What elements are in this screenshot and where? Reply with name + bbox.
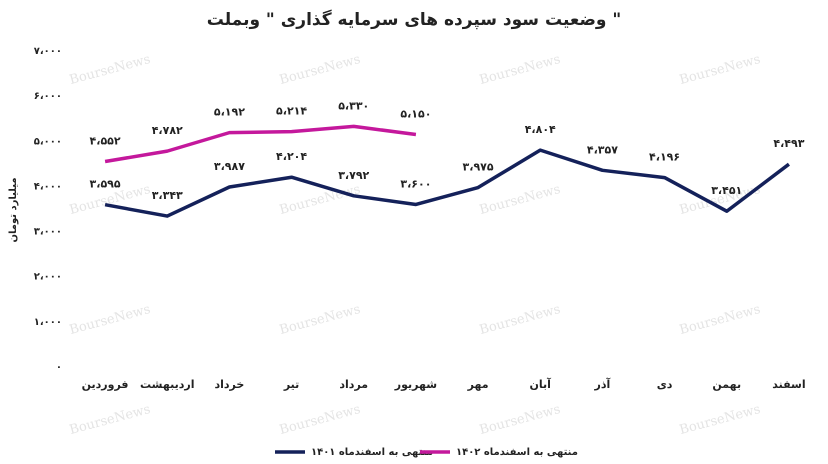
watermark: BourseNews — [478, 402, 562, 438]
y-tick-label: ۳،۰۰۰ — [34, 227, 62, 238]
x-tick-label: مهر — [467, 378, 489, 391]
data-label: ۳،۹۸۷ — [214, 160, 245, 173]
data-label: ۳،۳۴۳ — [152, 189, 183, 202]
x-tick-label: بهمن — [712, 378, 741, 391]
data-label: ۳،۷۹۲ — [338, 169, 369, 182]
x-tick-label: آذر — [594, 377, 611, 391]
data-label: ۵،۱۹۲ — [214, 106, 245, 119]
x-tick-label: شهریور — [394, 378, 437, 391]
watermark: BourseNews — [478, 302, 562, 338]
y-tick-label: ۵،۰۰۰ — [34, 136, 62, 147]
x-tick-label: دی — [657, 378, 673, 391]
series-line — [104, 148, 790, 218]
x-tick-label: تیر — [283, 378, 299, 391]
data-label: ۴،۷۸۲ — [152, 124, 183, 137]
y-axis-label: میلیارد تومان — [8, 177, 19, 242]
data-label: ۳،۹۷۵ — [463, 161, 494, 174]
watermark: BourseNews — [68, 402, 152, 438]
data-label: ۵،۳۳۰ — [338, 99, 369, 112]
watermark: BourseNews — [678, 52, 762, 88]
data-label: ۳،۵۹۵ — [90, 178, 121, 191]
data-label: ۴،۲۰۴ — [276, 150, 307, 163]
data-label: ۳،۶۰۰ — [400, 177, 431, 190]
y-tick-label: ۴،۰۰۰ — [34, 181, 62, 192]
chart-title: وضعیت سود سپرده های سرمایه گذاری " وبملت… — [207, 9, 622, 30]
data-label: ۵،۱۵۰ — [400, 108, 431, 121]
y-tick-label: ۲،۰۰۰ — [34, 272, 62, 283]
watermark: BourseNews — [678, 302, 762, 338]
x-tick-label: فروردین — [82, 378, 129, 391]
y-tick-label: ۷،۰۰۰ — [34, 46, 62, 57]
x-tick-label: مرداد — [339, 378, 368, 391]
data-label: ۴،۴۹۳ — [773, 137, 804, 150]
legend-label: منتهی به اسفندماه ۱۴۰۱ — [311, 447, 433, 458]
y-tick-label: ۰ — [56, 362, 62, 373]
x-tick-label: خرداد — [214, 378, 244, 391]
watermark: BourseNews — [278, 52, 362, 88]
series-line — [104, 124, 417, 164]
x-tick-label: اسفند — [772, 378, 805, 391]
data-label: ۴،۵۵۲ — [90, 135, 121, 148]
watermark: BourseNews — [478, 182, 562, 218]
watermark: BourseNews — [278, 302, 362, 338]
legend-label: منتهی به اسفندماه ۱۴۰۲ — [456, 447, 578, 458]
data-label: ۳،۴۵۱ — [711, 184, 742, 197]
x-tick-label: آبان — [530, 377, 552, 391]
y-tick-label: ۱،۰۰۰ — [34, 317, 62, 328]
data-label: ۵،۲۱۴ — [276, 105, 307, 118]
watermark: BourseNews — [278, 402, 362, 438]
watermark: BourseNews — [478, 52, 562, 88]
data-label: ۴،۸۰۴ — [525, 123, 556, 136]
watermark: BourseNews — [678, 402, 762, 438]
y-tick-label: ۶،۰۰۰ — [34, 91, 62, 102]
watermark: BourseNews — [68, 52, 152, 88]
data-label: ۴،۳۵۷ — [587, 143, 618, 156]
data-label: ۴،۱۹۶ — [649, 151, 680, 164]
x-tick-label: اردیبهشت — [140, 378, 194, 391]
watermark: BourseNews — [68, 302, 152, 338]
